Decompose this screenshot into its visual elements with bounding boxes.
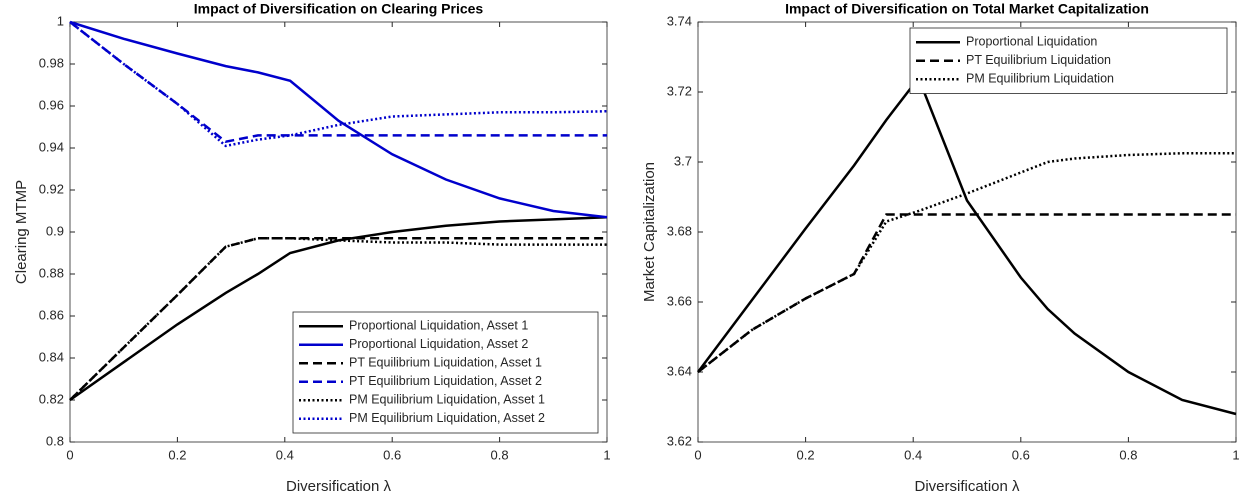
y-tick-label: 1 <box>57 13 64 28</box>
legend: Proportional Liquidation PT Equilibrium L… <box>909 27 1228 94</box>
x-tick-label: 0 <box>66 447 73 462</box>
series-line <box>69 237 607 401</box>
y-axis-label: Market Capitalization <box>641 162 658 302</box>
legend-label: Proportional Liquidation, Asset 1 <box>349 319 528 333</box>
x-axis-label: Diversification λ <box>914 478 1020 495</box>
y-tick-label: 0.8 <box>46 433 64 448</box>
x-tick-label: 0.8 <box>1119 447 1137 462</box>
chart-title: Impact of Diversification on Total Marke… <box>785 1 1149 17</box>
x-tick-label: 0.2 <box>797 447 815 462</box>
legend-label: PT Equilibrium Liquidation, Asset 1 <box>349 356 542 370</box>
x-tick-label: 0.4 <box>904 447 922 462</box>
chart-title: Impact of Diversification on Clearing Pr… <box>194 1 484 17</box>
y-tick-label: 3.62 <box>667 433 692 448</box>
legend-label: PM Equilibrium Liquidation, Asset 1 <box>349 393 545 407</box>
y-axis-label: Clearing MTMP <box>13 180 30 284</box>
x-tick-label: 0.6 <box>383 447 401 462</box>
series-line <box>69 216 608 402</box>
y-tick-label: 3.66 <box>667 293 692 308</box>
series-line <box>696 75 1237 416</box>
legend-box <box>909 27 1228 94</box>
x-tick-label: 0.8 <box>491 447 509 462</box>
y-tick-label: 0.92 <box>39 181 64 196</box>
legend-label: PM Equilibrium Liquidation <box>966 72 1114 86</box>
legend-label: PM Equilibrium Liquidation, Asset 2 <box>349 411 545 425</box>
x-tick-label: 0 <box>694 447 701 462</box>
y-tick-label: 0.82 <box>39 391 64 406</box>
legend-label: PT Equilibrium Liquidation, Asset 2 <box>349 374 542 388</box>
x-tick-label: 1 <box>1232 447 1239 462</box>
legend-label: Proportional Liquidation <box>966 35 1097 49</box>
series-line <box>69 20 608 219</box>
legend-label: PT Equilibrium Liquidation <box>966 53 1111 67</box>
series-line <box>69 21 608 148</box>
legend-label: Proportional Liquidation, Asset 2 <box>349 337 528 351</box>
y-tick-label: 0.98 <box>39 55 64 70</box>
x-tick-label: 0.6 <box>1012 447 1030 462</box>
legend: Proportional Liquidation, Asset 1 Proport… <box>292 311 599 434</box>
y-tick-label: 0.88 <box>39 265 64 280</box>
y-tick-label: 0.84 <box>39 349 64 364</box>
y-tick-label: 3.64 <box>667 363 692 378</box>
y-tick-label: 0.9 <box>46 223 64 238</box>
x-tick-label: 0.4 <box>276 447 294 462</box>
y-tick-label: 0.86 <box>39 307 64 322</box>
y-tick-label: 0.94 <box>39 139 64 154</box>
series-line <box>69 21 607 144</box>
y-tick-label: 3.68 <box>667 223 692 238</box>
x-tick-label: 0.2 <box>168 447 186 462</box>
y-tick-label: 3.74 <box>667 13 692 28</box>
y-tick-label: 3.7 <box>674 153 692 168</box>
x-axis-label: Diversification λ <box>286 478 392 495</box>
series-line <box>697 152 1236 373</box>
legend-box <box>292 311 599 434</box>
y-tick-label: 3.72 <box>667 83 692 98</box>
x-tick-label: 1 <box>603 447 610 462</box>
y-tick-label: 0.96 <box>39 97 64 112</box>
